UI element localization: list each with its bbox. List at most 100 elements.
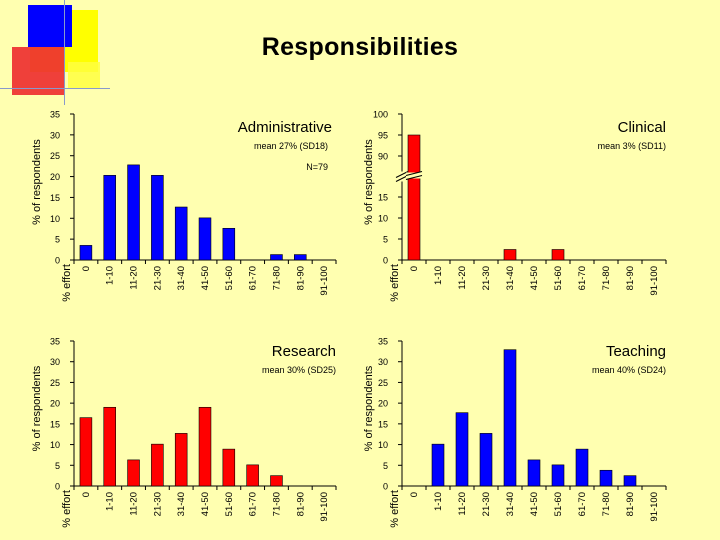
x-tick-label: 91-100 <box>649 266 660 296</box>
x-tick-label: 81-90 <box>625 266 636 290</box>
bar <box>623 475 637 487</box>
x-tick-label: 11-20 <box>457 266 468 290</box>
bar <box>503 249 517 261</box>
y-tick-label: 30 <box>50 130 60 140</box>
y-tick-label: 25 <box>378 378 388 388</box>
y-tick-label: 5 <box>383 235 388 245</box>
x-tick-label: 41-50 <box>529 266 540 290</box>
x-tick-label: 91-100 <box>319 492 330 522</box>
x-tick-label: 11-20 <box>129 492 140 516</box>
x-tick-label: 61-70 <box>577 492 588 516</box>
bar <box>551 249 565 261</box>
bar <box>151 443 164 487</box>
decor-red-square <box>12 47 64 95</box>
y-tick-label: 10 <box>378 214 388 224</box>
bar-break-mark <box>405 171 423 176</box>
x-tick-label: 1-10 <box>433 266 444 285</box>
y-axis-label: % of respondents <box>31 139 43 225</box>
bar <box>575 448 589 487</box>
x-tick-label: 91-100 <box>649 492 660 522</box>
x-tick-label: 71-80 <box>271 492 282 516</box>
x-tick-label: 21-30 <box>152 266 163 290</box>
x-tick-label: 71-80 <box>601 492 612 516</box>
bar <box>79 245 93 261</box>
chart-subtitle: mean 3% (SD11) <box>598 141 666 151</box>
y-tick-label: 20 <box>50 399 60 409</box>
y-tick-label: 0 <box>383 256 388 266</box>
x-tick-label: 81-90 <box>295 492 306 516</box>
bar <box>103 175 116 261</box>
y-tick-label: 5 <box>383 461 388 471</box>
bar <box>527 459 541 487</box>
bar <box>198 406 212 487</box>
y-tick-label: 0 <box>383 482 388 492</box>
bar <box>174 433 188 487</box>
x-tick-label: 51-60 <box>224 266 235 290</box>
bar <box>431 443 445 487</box>
page-title: Responsibilities <box>261 33 459 61</box>
x-tick-label: 21-30 <box>152 492 163 516</box>
x-tick-label: 71-80 <box>601 266 612 290</box>
bar <box>127 459 140 487</box>
x-axis-label: % effort <box>61 264 73 302</box>
chart-title: Research <box>272 343 336 360</box>
x-axis-label: % effort <box>389 264 401 302</box>
bar <box>174 206 188 261</box>
x-tick-label: 0 <box>409 266 420 271</box>
y-tick-label: 100 <box>373 110 388 120</box>
y-tick-label: 95 <box>378 131 388 141</box>
x-tick-label: 31-40 <box>176 492 187 516</box>
bar <box>270 254 283 261</box>
y-tick-label: 15 <box>378 419 388 429</box>
bar <box>103 406 116 487</box>
x-tick-label: 81-90 <box>625 492 636 516</box>
y-axis-label: % of respondents <box>363 139 375 225</box>
x-tick-label: 51-60 <box>553 266 564 290</box>
bar <box>503 349 517 487</box>
chart-title: Clinical <box>618 119 666 136</box>
y-axis-label: % of respondents <box>363 365 375 451</box>
y-tick-label: 10 <box>378 440 388 450</box>
y-tick-label: 35 <box>50 110 60 120</box>
chart-subtitle: mean 30% (SD25) <box>262 365 336 375</box>
bar <box>127 164 140 261</box>
y-tick-label: 5 <box>55 235 60 245</box>
x-axis-label: % effort <box>61 490 73 528</box>
y-tick-label: 5 <box>55 461 60 471</box>
x-tick-label: 31-40 <box>505 266 516 290</box>
x-tick-label: 41-50 <box>200 492 211 516</box>
y-tick-label: 10 <box>50 440 60 450</box>
bar <box>599 469 613 487</box>
chart-title: Teaching <box>606 343 666 360</box>
chart-subtitle: mean 40% (SD24) <box>592 365 666 375</box>
bar <box>551 464 565 487</box>
x-tick-label: 31-40 <box>176 266 187 290</box>
x-tick-label: 71-80 <box>271 266 282 290</box>
x-tick-label: 91-100 <box>319 266 330 296</box>
decor-horizontal-line <box>0 88 110 89</box>
y-tick-label: 25 <box>50 378 60 388</box>
x-tick-label: 41-50 <box>200 266 211 290</box>
bar <box>222 227 236 261</box>
y-tick-label: 35 <box>50 337 60 347</box>
x-tick-label: 81-90 <box>295 266 306 290</box>
bar <box>151 175 164 261</box>
decor-yellow-square-small <box>68 62 100 88</box>
y-tick-label: 35 <box>378 337 388 347</box>
bar-break-mark <box>405 175 423 180</box>
x-tick-label: 1-10 <box>105 492 116 511</box>
x-axis-label: % effort <box>389 490 401 528</box>
x-tick-label: 51-60 <box>553 492 564 516</box>
bar <box>222 448 236 487</box>
x-tick-label: 61-70 <box>577 266 588 290</box>
y-tick-label: 20 <box>378 399 388 409</box>
x-tick-label: 21-30 <box>481 492 492 516</box>
x-tick-label: 0 <box>81 492 92 497</box>
bar <box>407 134 421 261</box>
bar <box>455 412 469 487</box>
x-tick-label: 0 <box>81 266 92 271</box>
x-tick-label: 31-40 <box>505 492 516 516</box>
x-tick-label: 1-10 <box>105 266 116 285</box>
x-tick-label: 11-20 <box>129 266 140 290</box>
